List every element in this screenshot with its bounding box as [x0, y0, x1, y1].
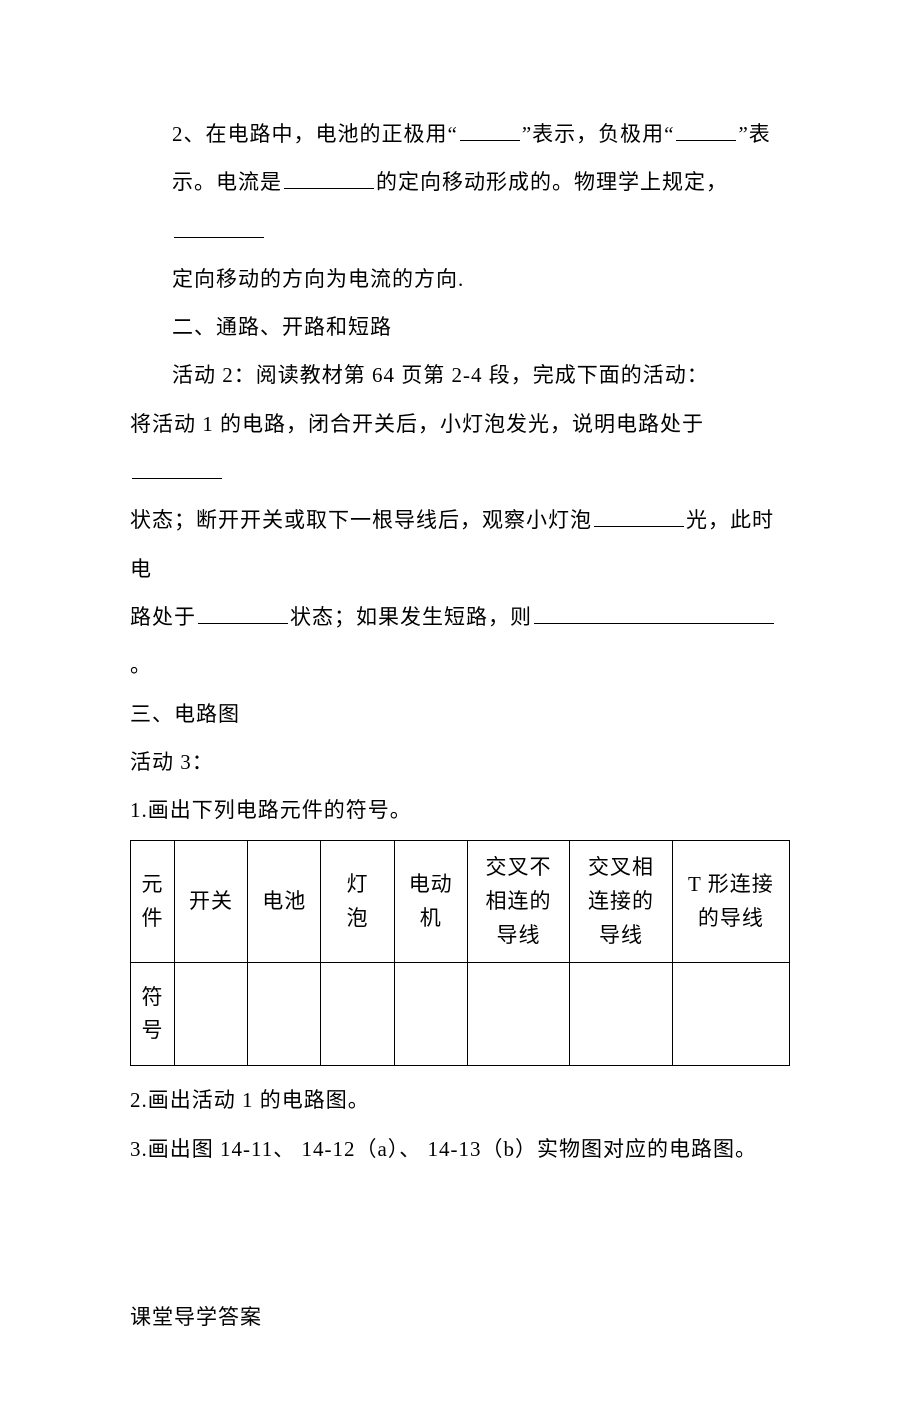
cell-text: 电动 [409, 872, 453, 896]
activity-2-intro: 活动 2：阅读教材第 64 页第 2-4 段，完成下面的活动： [130, 351, 790, 399]
cell-text: 导线 [599, 923, 643, 947]
cell-text: 电池 [262, 889, 306, 913]
act2-c-a: 状态；断开开关或取下一根导线后，观察小灯泡 [130, 508, 592, 532]
cell-text: 相连的 [486, 889, 552, 913]
q2-text-d: 示。电流是 [172, 170, 282, 194]
table-row-header: 元 件 开关 电池 灯 泡 电动 机 交叉不 相连的 导线 交叉相 连接的 导线 [131, 841, 790, 963]
activity-3-item-2: 2.画出活动 1 的电路图。 [130, 1076, 790, 1124]
cell-symbol-battery[interactable] [248, 963, 321, 1066]
section-3-title: 三、电路图 [130, 702, 240, 726]
cell-symbol-motor[interactable] [394, 963, 467, 1066]
cell-text: 交叉不 [486, 855, 552, 879]
blank-short-circuit[interactable] [534, 602, 774, 624]
blank-direction-def[interactable] [174, 216, 264, 238]
cell-text: 号 [141, 1018, 163, 1042]
cell-symbol-t-connection[interactable] [672, 963, 789, 1066]
question-2-line-3: 定向移动的方向为电流的方向. [130, 255, 790, 303]
q2-text-f: 定向移动的方向为电流的方向. [172, 267, 464, 291]
document-page: 2、在电路中，电池的正极用“ ”表示，负极用“ ”表 示。电流是 的定向移动形成的。物… [0, 0, 920, 1401]
blank-negative-pole[interactable] [676, 119, 736, 141]
cell-text: T 形连接 [688, 872, 774, 896]
cell-symbol-switch[interactable] [174, 963, 247, 1066]
cell-component-label: 元 件 [131, 841, 175, 963]
cell-symbol-label: 符 号 [131, 963, 175, 1066]
cell-motor: 电动 机 [394, 841, 467, 963]
act2-b-a: 将活动 1 的电路，闭合开关后，小灯泡发光，说明电路处于 [130, 412, 704, 436]
blank-charge-carrier[interactable] [284, 167, 374, 189]
activity-3-item-3: 3.画出图 14-11、 14-12（a）、 14-13（b）实物图对应的电路图… [130, 1125, 790, 1173]
q2-text-e: 的定向移动形成的。物理学上规定， [376, 170, 728, 194]
activity-2-line-2: 状态；断开开关或取下一根导线后，观察小灯泡光，此时电 [130, 496, 790, 593]
cell-symbol-cross-connected[interactable] [570, 963, 673, 1066]
activity-3-title: 活动 3： [130, 750, 214, 774]
cell-text: 元 [141, 872, 163, 896]
blank-positive-pole[interactable] [460, 119, 520, 141]
section-3-heading: 三、电路图 [130, 690, 790, 738]
cell-battery: 电池 [248, 841, 321, 963]
answers-heading: 课堂导学答案 [130, 1293, 790, 1341]
act2-d-a: 路处于 [130, 605, 196, 629]
section-2-heading: 二、通路、开路和短路 [130, 303, 790, 351]
act3-1-text: 1.画出下列电路元件的符号。 [130, 798, 412, 822]
activity-2-line-1: 将活动 1 的电路，闭合开关后，小灯泡发光，说明电路处于 [130, 400, 790, 497]
act2-d-b: 状态；如果发生短路，则 [290, 605, 532, 629]
act2-d-c: 。 [130, 653, 152, 677]
q2-text-a: 2、在电路中，电池的正极用“ [172, 122, 458, 146]
cell-text: 灯 [346, 872, 368, 896]
components-table: 元 件 开关 电池 灯 泡 电动 机 交叉不 相连的 导线 交叉相 连接的 导线 [130, 840, 790, 1066]
cell-text: 的导线 [698, 906, 764, 930]
cell-cross-connected: 交叉相 连接的 导线 [570, 841, 673, 963]
activity-3-item-1: 1.画出下列电路元件的符号。 [130, 786, 790, 834]
question-2-line-2: 示。电流是 的定向移动形成的。物理学上规定， [130, 158, 790, 255]
cell-cross-unconnected: 交叉不 相连的 导线 [467, 841, 570, 963]
cell-text: 机 [420, 906, 442, 930]
blank-space [130, 1173, 790, 1293]
cell-text: 开关 [189, 889, 233, 913]
cell-switch: 开关 [174, 841, 247, 963]
cell-symbol-bulb[interactable] [321, 963, 394, 1066]
blank-closed-state[interactable] [132, 457, 222, 479]
blank-bulb-light[interactable] [594, 505, 684, 527]
q2-text-b: ”表示，负极用“ [522, 122, 675, 146]
act3-2-text: 2.画出活动 1 的电路图。 [130, 1088, 370, 1112]
q2-text-c: ”表 [738, 122, 770, 146]
cell-text: 连接的 [588, 889, 654, 913]
answers-title: 课堂导学答案 [130, 1305, 262, 1329]
act3-3-text: 3.画出图 14-11、 14-12（a）、 14-13（b）实物图对应的电路图… [130, 1137, 757, 1161]
cell-t-connection: T 形连接 的导线 [672, 841, 789, 963]
activity-3-heading: 活动 3： [130, 738, 790, 786]
cell-text: 泡 [346, 906, 368, 930]
cell-text: 符 [141, 985, 163, 1009]
section-2-title: 二、通路、开路和短路 [172, 315, 392, 339]
cell-symbol-cross-unconnected[interactable] [467, 963, 570, 1066]
activity-2-line-3: 路处于 状态；如果发生短路，则。 [130, 593, 790, 690]
cell-text: 导线 [497, 923, 541, 947]
blank-open-state[interactable] [198, 602, 288, 624]
activity-2-text: 活动 2：阅读教材第 64 页第 2-4 段，完成下面的活动： [172, 363, 709, 387]
cell-bulb: 灯 泡 [321, 841, 394, 963]
table-row-symbols: 符 号 [131, 963, 790, 1066]
question-2-line-1: 2、在电路中，电池的正极用“ ”表示，负极用“ ”表 [130, 110, 790, 158]
cell-text: 交叉相 [588, 855, 654, 879]
cell-text: 件 [141, 906, 163, 930]
